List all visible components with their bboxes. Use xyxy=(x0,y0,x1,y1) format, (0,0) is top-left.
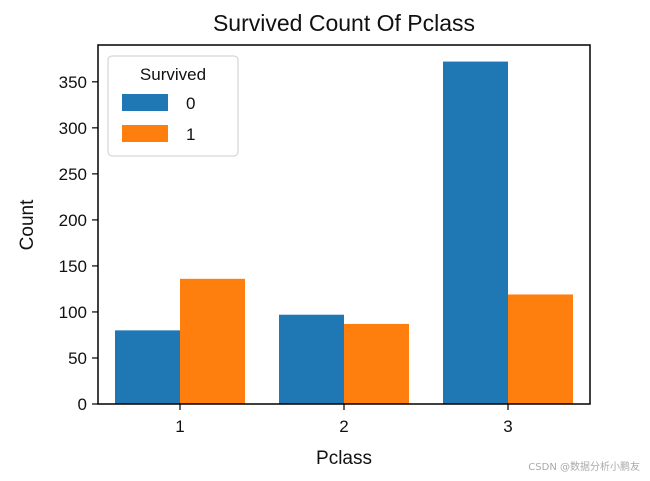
bar-1-survived-0 xyxy=(115,330,180,404)
legend: Survived 0 1 xyxy=(107,55,239,157)
legend-label-0: 0 xyxy=(186,94,195,113)
y-tick-label: 150 xyxy=(59,257,87,276)
x-tick-label: 3 xyxy=(503,417,512,436)
bar-3-survived-0 xyxy=(443,61,508,405)
y-tick-label: 0 xyxy=(78,395,87,414)
x-tick-label: 1 xyxy=(175,417,184,436)
bar-2-survived-0 xyxy=(279,314,344,404)
watermark: CSDN @数据分析小鹏友 xyxy=(528,462,640,473)
legend-label-1: 1 xyxy=(186,125,195,144)
y-tick-label: 350 xyxy=(59,73,87,92)
y-axis: 0 50 100 150 200 250 300 350 xyxy=(59,73,98,414)
legend-swatch-1 xyxy=(122,125,168,142)
y-tick-label: 50 xyxy=(68,349,87,368)
bar-3-survived-1 xyxy=(508,294,573,404)
chart-title: Survived Count Of Pclass xyxy=(213,10,475,36)
y-tick-label: 250 xyxy=(59,165,87,184)
x-axis-label: Pclass xyxy=(316,448,372,469)
x-axis: 1 2 3 xyxy=(175,404,513,436)
y-axis-label: Count xyxy=(17,199,38,250)
bars-group xyxy=(115,61,573,405)
legend-swatch-0 xyxy=(122,94,168,111)
y-tick-label: 300 xyxy=(59,119,87,138)
x-tick-label: 2 xyxy=(339,417,348,436)
legend-title: Survived xyxy=(140,65,206,84)
bar-2-survived-1 xyxy=(344,323,409,404)
bar-1-survived-1 xyxy=(180,278,245,404)
y-tick-label: 100 xyxy=(59,303,87,322)
y-tick-label: 200 xyxy=(59,211,87,230)
